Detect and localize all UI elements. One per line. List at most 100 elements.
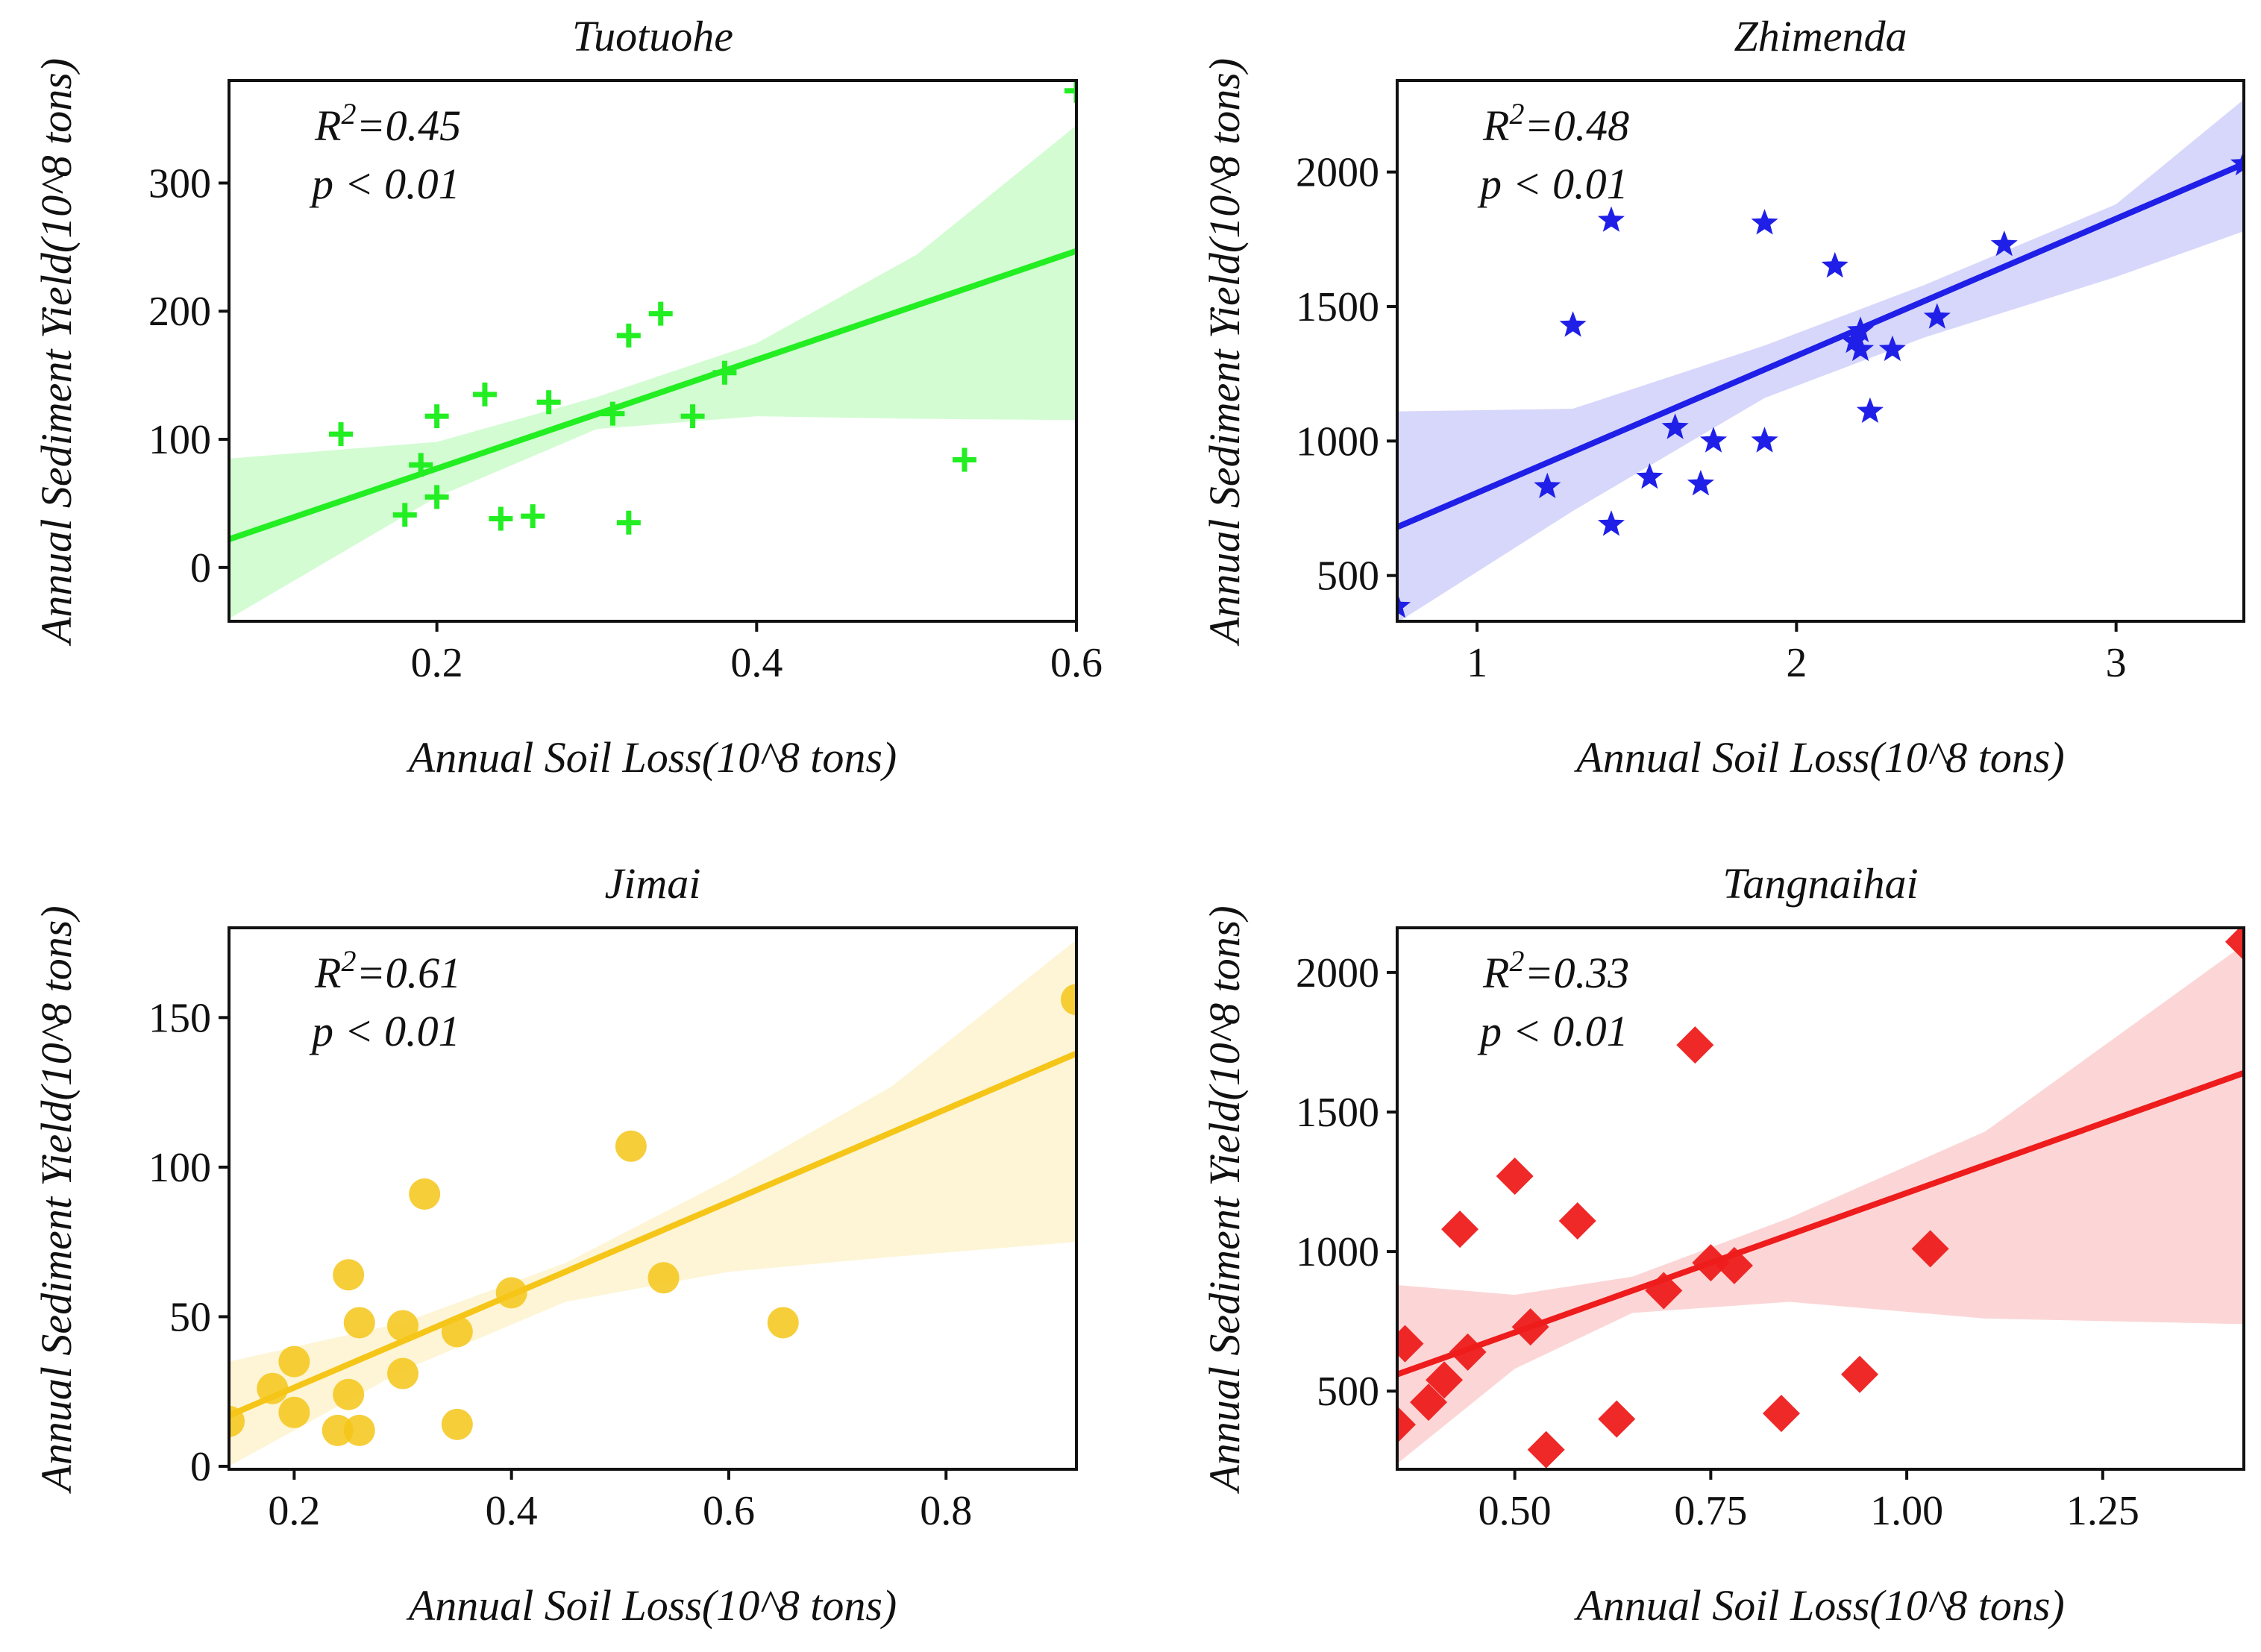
y-tick-label: 500 xyxy=(1317,553,1379,600)
scatter-panel-tangnaihai: 0.50 0.75 1.00 1.25 500 1000 1500 2000 Tangnaiha… xyxy=(1200,859,2245,1630)
data-point xyxy=(1441,1210,1479,1249)
regression-line xyxy=(229,1050,1076,1419)
data-point xyxy=(278,1345,310,1378)
regression-line xyxy=(1397,161,2244,530)
data-point xyxy=(229,1405,245,1437)
x-tick-label: 3 xyxy=(2106,640,2127,686)
x-axis-label: Annual Soil Loss(10^8 tons) xyxy=(1573,1581,2064,1630)
data-point xyxy=(1397,1406,1416,1444)
data-point xyxy=(680,404,705,429)
x-tick-label: 0.6 xyxy=(1050,640,1103,686)
r-squared-exponent: 2 xyxy=(1509,944,1524,978)
chart-title: Tangnaihai xyxy=(1722,859,1918,908)
x-tick-label: 1.25 xyxy=(2066,1488,2139,1534)
data-point xyxy=(1751,427,1778,453)
data-point xyxy=(1527,1430,1565,1469)
data-point xyxy=(952,447,976,472)
data-point xyxy=(1597,510,1625,536)
data-point xyxy=(1397,1325,1424,1363)
p-value-annotation: p < 0.01 xyxy=(309,160,460,208)
data-point xyxy=(1715,1246,1753,1284)
plot-area xyxy=(1397,99,2244,621)
data-point xyxy=(712,360,737,385)
data-point xyxy=(1597,206,1625,232)
x-tick-label: 0.4 xyxy=(486,1488,538,1534)
data-point xyxy=(278,1396,310,1428)
data-point xyxy=(1751,209,1778,235)
data-point xyxy=(2230,149,2244,176)
data-point xyxy=(1449,1333,1487,1371)
y-tick-label: 0 xyxy=(190,1444,211,1490)
r-squared-annotation: R2=0.33 xyxy=(1482,944,1629,997)
plot-frame xyxy=(228,79,1078,623)
plot-frame xyxy=(1396,79,2245,623)
y-tick-label: 1000 xyxy=(1296,1229,1379,1275)
data-point xyxy=(441,1316,473,1348)
y-tick-label: 2000 xyxy=(1296,150,1379,196)
data-point xyxy=(1496,1158,1534,1196)
data-point xyxy=(495,1277,527,1309)
p-value-annotation: p < 0.01 xyxy=(309,1007,460,1055)
r-squared-value: =0.33 xyxy=(1524,949,1629,997)
data-point xyxy=(1397,592,1411,618)
data-point xyxy=(1847,335,1875,362)
data-point xyxy=(1762,1395,1800,1433)
data-point xyxy=(1841,1355,1879,1393)
x-tick-label: 1 xyxy=(1467,640,1487,686)
r-squared-symbol: R xyxy=(1482,101,1509,150)
data-point xyxy=(441,1408,473,1440)
y-axis-label: Annual Sediment Yield(10^8 tons) xyxy=(32,905,81,1494)
x-axis-label: Annual Soil Loss(10^8 tons) xyxy=(406,733,897,782)
chart-title: Zhimenda xyxy=(1734,12,1907,60)
data-point xyxy=(1636,463,1663,489)
r-squared-annotation: R2=0.45 xyxy=(314,97,461,150)
r-squared-exponent: 2 xyxy=(1509,97,1524,131)
chart-title: Jimai xyxy=(605,859,701,908)
data-point xyxy=(2225,928,2244,961)
data-point xyxy=(1061,984,1076,1016)
y-tick-label: 1500 xyxy=(1296,1090,1379,1136)
data-point xyxy=(1878,335,1906,362)
r-squared-symbol: R xyxy=(1482,949,1509,997)
y-tick-label: 2000 xyxy=(1296,950,1379,996)
data-point xyxy=(1990,230,2018,257)
data-point xyxy=(1847,316,1875,342)
data-point xyxy=(616,510,641,535)
data-point xyxy=(424,485,449,509)
plot-frame xyxy=(228,926,1078,1471)
x-tick-label: 0.4 xyxy=(730,640,783,686)
data-point xyxy=(424,404,449,429)
data-point xyxy=(616,323,641,348)
r-squared-annotation: R2=0.48 xyxy=(1482,97,1629,150)
data-point xyxy=(615,1130,647,1162)
data-point xyxy=(1661,413,1689,439)
data-point xyxy=(387,1357,419,1389)
data-point xyxy=(387,1310,419,1342)
data-point xyxy=(1558,1202,1596,1240)
data-point xyxy=(333,1259,365,1291)
confidence-band xyxy=(229,940,1076,1466)
data-point xyxy=(472,382,497,406)
data-point xyxy=(1676,1026,1714,1064)
y-axis-label: Annual Sediment Yield(10^8 tons) xyxy=(32,58,81,647)
x-tick-label: 0.50 xyxy=(1478,1488,1552,1534)
data-point xyxy=(343,1307,375,1339)
data-point xyxy=(536,390,561,415)
data-point xyxy=(1645,1272,1683,1310)
data-point xyxy=(1821,251,1848,278)
y-tick-label: 50 xyxy=(169,1294,211,1340)
y-tick-label: 1000 xyxy=(1296,418,1379,465)
data-point xyxy=(647,1262,680,1294)
y-tick-label: 150 xyxy=(148,995,211,1041)
x-axis-label: Annual Soil Loss(10^8 tons) xyxy=(406,1581,897,1630)
plot-area xyxy=(229,940,1076,1466)
confidence-band xyxy=(1397,944,2244,1464)
y-axis-label: Annual Sediment Yield(10^8 tons) xyxy=(1200,905,1249,1494)
x-tick-label: 0.75 xyxy=(1674,1488,1747,1534)
data-point xyxy=(600,401,625,426)
chart-title: Tuotuohe xyxy=(572,12,733,60)
data-point xyxy=(1598,1400,1636,1438)
data-point xyxy=(1911,1230,1949,1268)
r-squared-value: =0.48 xyxy=(1524,101,1629,150)
